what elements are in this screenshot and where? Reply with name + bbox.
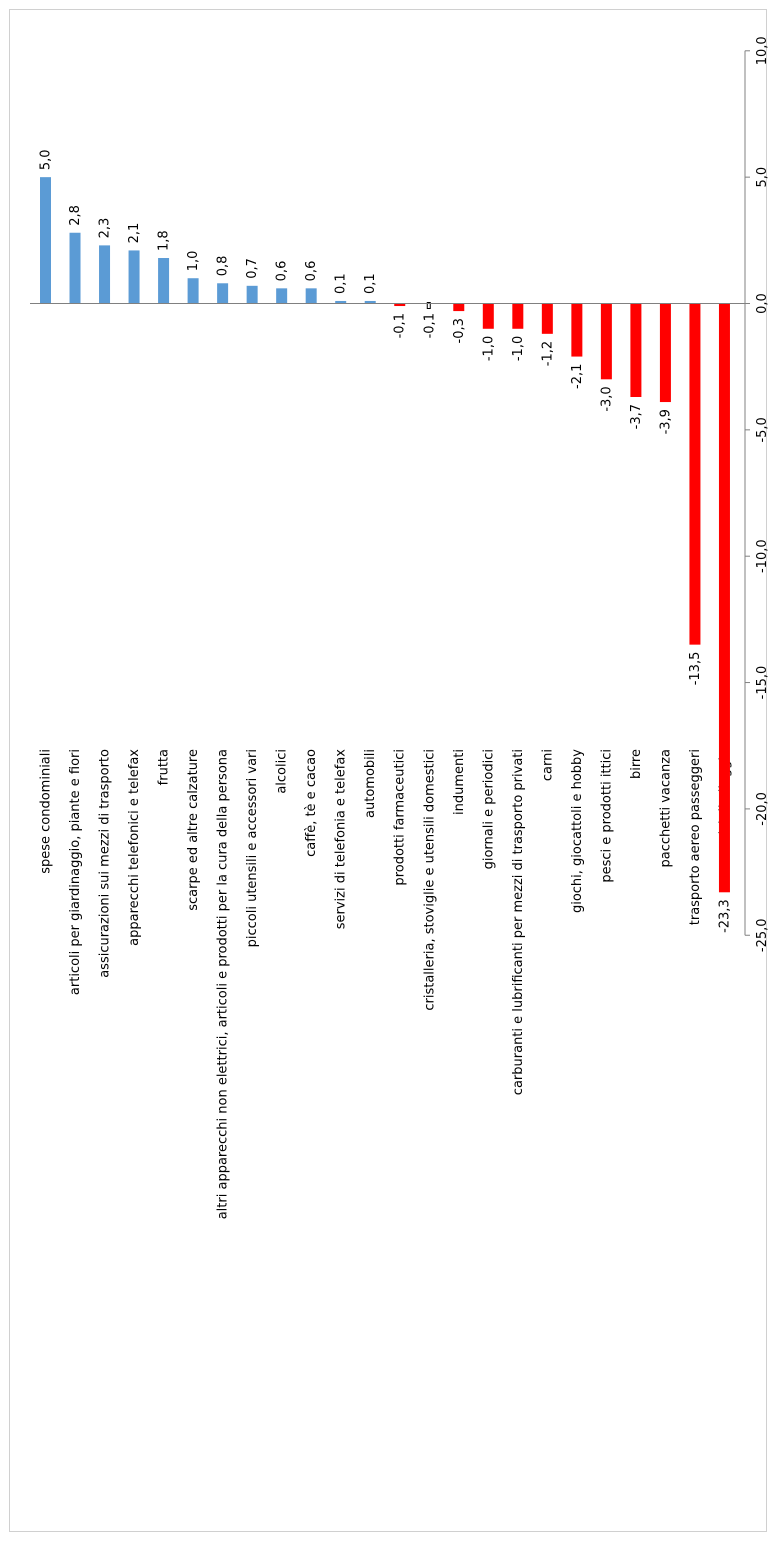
category-label: servizi di telefonia e telefax [334,749,349,930]
category-label: automobili [363,749,378,818]
bar [306,288,317,303]
data-label: -0,3 [452,318,467,343]
data-label: 0,1 [334,273,349,294]
category-label: altri apparecchi non elettrici, articoli… [216,749,231,1219]
category-label: cristalleria, stoviglie e utensili domes… [422,749,437,1011]
category-label: pacchetti vacanza [658,749,673,868]
bar [70,233,81,304]
data-label: 2,8 [68,205,83,226]
category-label: prodotti farmaceutici [393,749,408,886]
category-label: frutta [157,749,172,785]
data-label: 5,0 [39,149,54,170]
bar [453,304,464,312]
axis-tick-label: -5,0 [755,417,770,442]
bar [129,250,140,303]
category-label: alcolici [275,749,290,794]
data-label: 2,1 [127,223,142,244]
data-label: 0,8 [216,256,231,277]
data-label: 0,1 [363,273,378,294]
bar [483,304,494,329]
data-label: -3,9 [658,409,673,434]
bar [601,304,612,380]
bar [689,304,700,645]
category-label: pesci e prodotti ittici [599,749,614,883]
category-label: assicurazioni sui mezzi di trasporto [98,749,113,978]
category-label: piccoli utensili e accessori vari [245,749,260,947]
category-label: giornali e periodici [481,749,496,869]
bar [247,286,258,304]
bar [571,304,582,357]
category-label: trasporto aereo passeggeri [688,749,703,925]
axis-tick-label: 10,0 [755,36,770,65]
data-label: 1,0 [186,251,201,272]
data-label: -0,1 [393,313,408,338]
bar [719,304,730,893]
data-label: -3,0 [599,386,614,411]
bar [217,283,228,303]
axis-tick-label: -20,0 [755,792,770,826]
category-labels: spese condominiali articoli per giardinag… [39,749,733,1220]
category-label: spese condominiali [39,749,54,874]
data-label: 2,3 [98,218,113,239]
data-label: -1,0 [481,336,496,361]
category-label: caffè, tè e cacao [304,749,319,857]
bar [542,304,553,334]
data-label: -2,1 [570,364,585,389]
bar [188,278,199,303]
category-label: apparecchi telefonici e telefax [127,749,142,946]
category-label: scarpe ed altre calzature [186,749,201,911]
bars [40,177,730,892]
axis-tick-label: 5,0 [755,167,770,188]
bar [512,304,523,329]
bar [630,304,641,397]
data-label: -23,3 [717,899,732,933]
axis-tick-label: 0,0 [755,293,770,314]
data-label: -3,7 [629,404,644,429]
bar [660,304,671,403]
category-label: indumenti [452,749,467,815]
bar [276,288,287,303]
axis-tick-label: -10,0 [755,539,770,573]
data-label: -1,0 [511,336,526,361]
data-label: -13,5 [688,652,703,686]
data-label: -0,1 [422,313,437,338]
category-label: carni [540,749,555,781]
bar [99,245,110,303]
data-label: 0,7 [245,258,260,279]
category-label: carburanti e lubrificanti per mezzi di t… [511,749,526,1095]
bar [158,258,169,303]
data-label: 0,6 [304,261,319,282]
category-label: birre [629,749,644,779]
bar [40,177,51,303]
data-label: 0,6 [275,261,290,282]
value-labels: 5,0 2,8 2,3 2,1 1,8 1,0 0,8 0,7 0,6 0,6 0,1 0,1 -0,1… [39,149,733,932]
data-label: -1,2 [540,341,555,366]
data-label: 1,8 [157,230,172,251]
category-label: giochi, giocattoli e hobby [570,749,585,913]
axis-tick-label: -15,0 [755,666,770,700]
category-label: articoli per giardinaggio, piante e fior… [68,749,83,995]
axis-tick-label: -25,0 [755,918,770,952]
